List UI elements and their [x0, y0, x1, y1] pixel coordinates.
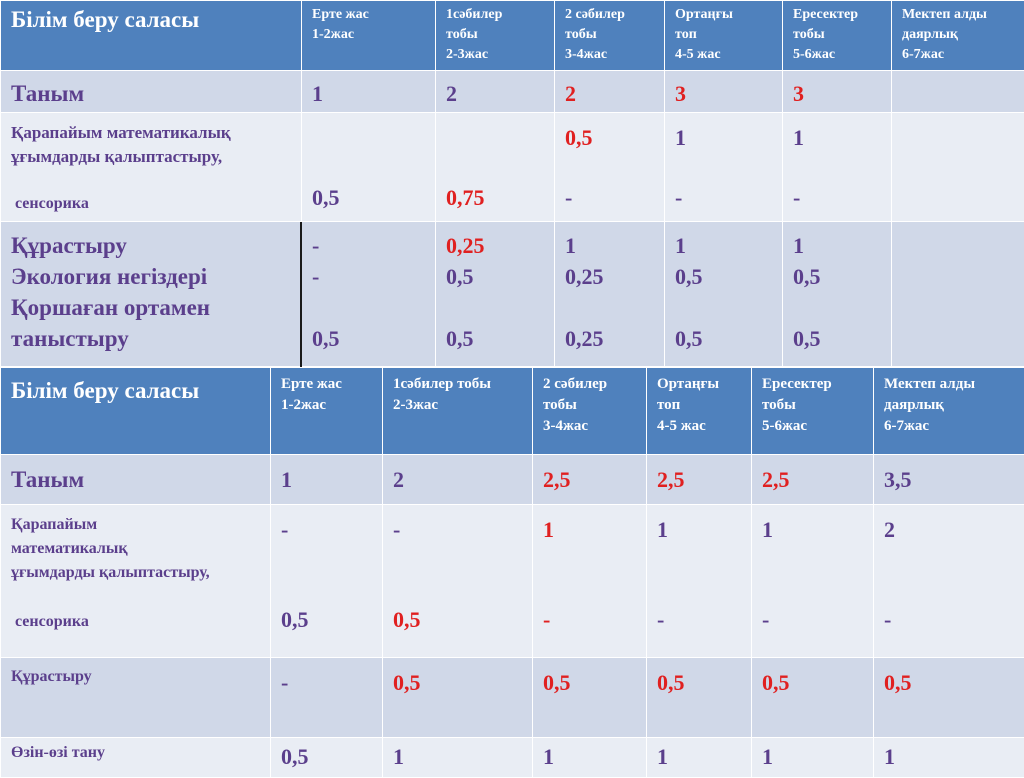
row-label: Таным — [1, 71, 302, 113]
area-header: Білім беру саласы — [1, 1, 302, 71]
area-header: Білім беру саласы — [1, 368, 271, 455]
table-row-build: Құрастыру - 0,5 0,5 0,5 0,5 0,5 — [1, 658, 1024, 738]
table-row-build: Құрастыру Экология негіздері Қоршаған ор… — [1, 222, 1024, 367]
table-row-tanym: Таным 1 2 2 3 3 — [1, 71, 1024, 113]
row-label: Құрастыру — [1, 658, 271, 738]
row-label: Өзін-өзі тану — [1, 738, 271, 778]
row-label: Құрастыру Экология негіздері Қоршаған ор… — [1, 222, 302, 367]
row-label: Таным — [1, 455, 271, 505]
table-row-tanym: Таным 1 2 2,5 2,5 2,5 3,5 — [1, 455, 1024, 505]
column-divider-line — [300, 222, 302, 367]
table-row-self: Өзін-өзі тану 0,5 1 1 1 1 1 — [1, 738, 1024, 778]
